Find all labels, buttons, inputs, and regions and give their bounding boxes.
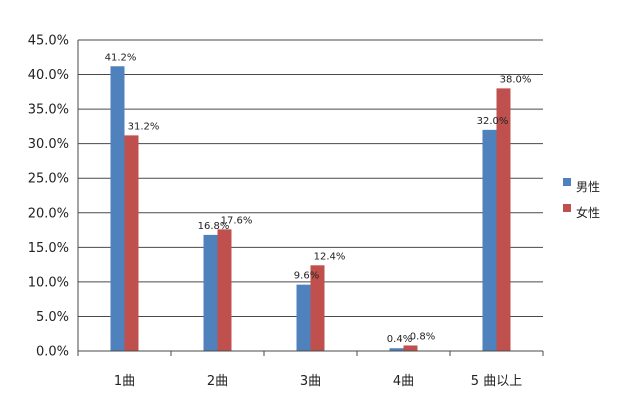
- legend-label: 男性: [576, 180, 600, 194]
- data-label: 17.6%: [221, 215, 253, 226]
- y-tick-label: 0.0%: [36, 345, 69, 360]
- x-category-label: 4曲: [393, 374, 414, 389]
- y-tick-label: 25.0%: [28, 172, 69, 187]
- y-tick-label: 45.0%: [28, 34, 69, 49]
- x-category-label: 3曲: [300, 374, 321, 389]
- gridlines: [78, 39, 543, 317]
- data-label: 32.0%: [477, 116, 509, 127]
- bar-male: [296, 284, 311, 351]
- data-label: 9.6%: [294, 271, 319, 282]
- x-category-label: 1曲: [114, 374, 135, 389]
- axes: [77, 40, 544, 356]
- legend-swatch: [563, 204, 571, 212]
- data-label: 0.4%: [387, 334, 412, 345]
- y-tick-label: 30.0%: [28, 137, 69, 152]
- x-category-label: 2曲: [207, 374, 228, 389]
- y-tick-label: 15.0%: [28, 241, 69, 256]
- y-tick-label: 35.0%: [28, 103, 69, 118]
- y-axis-ticks: 0.0% 5.0% 10.0% 15.0% 20.0% 25.0% 30.0% 35.0% 40…: [28, 34, 69, 360]
- y-tick-label: 10.0%: [28, 275, 69, 290]
- data-label: 38.0%: [500, 74, 532, 85]
- data-label: 0.8%: [410, 331, 435, 342]
- data-label: 12.4%: [314, 251, 346, 262]
- bar-male: [203, 234, 218, 351]
- bar-male: [110, 66, 125, 352]
- y-tick-label: 5.0%: [36, 310, 69, 325]
- legend-label: 女性: [576, 205, 600, 220]
- bar-female: [496, 88, 511, 351]
- bar-female: [310, 265, 325, 351]
- y-tick-label: 20.0%: [28, 206, 69, 221]
- bar-female: [217, 229, 232, 351]
- data-labels: 41.2% 31.2% 16.8%17.6% 9.6% 12.4% 0.4%0.8% 32.…: [105, 52, 532, 345]
- data-label: 31.2%: [128, 121, 160, 132]
- legend-swatch: [563, 178, 571, 186]
- data-label: 41.2%: [105, 52, 137, 63]
- bar-male: [482, 129, 497, 351]
- bars: [110, 66, 511, 352]
- y-tick-label: 40.0%: [28, 68, 69, 83]
- x-category-label: 5 曲以上: [471, 374, 522, 389]
- bar-female: [124, 135, 139, 351]
- x-axis-categories: 1曲 2曲 3曲 4曲 5 曲以上: [114, 374, 522, 389]
- bar-male: [389, 348, 404, 351]
- data-label: 16.8%: [198, 221, 230, 232]
- bar-female: [403, 345, 418, 351]
